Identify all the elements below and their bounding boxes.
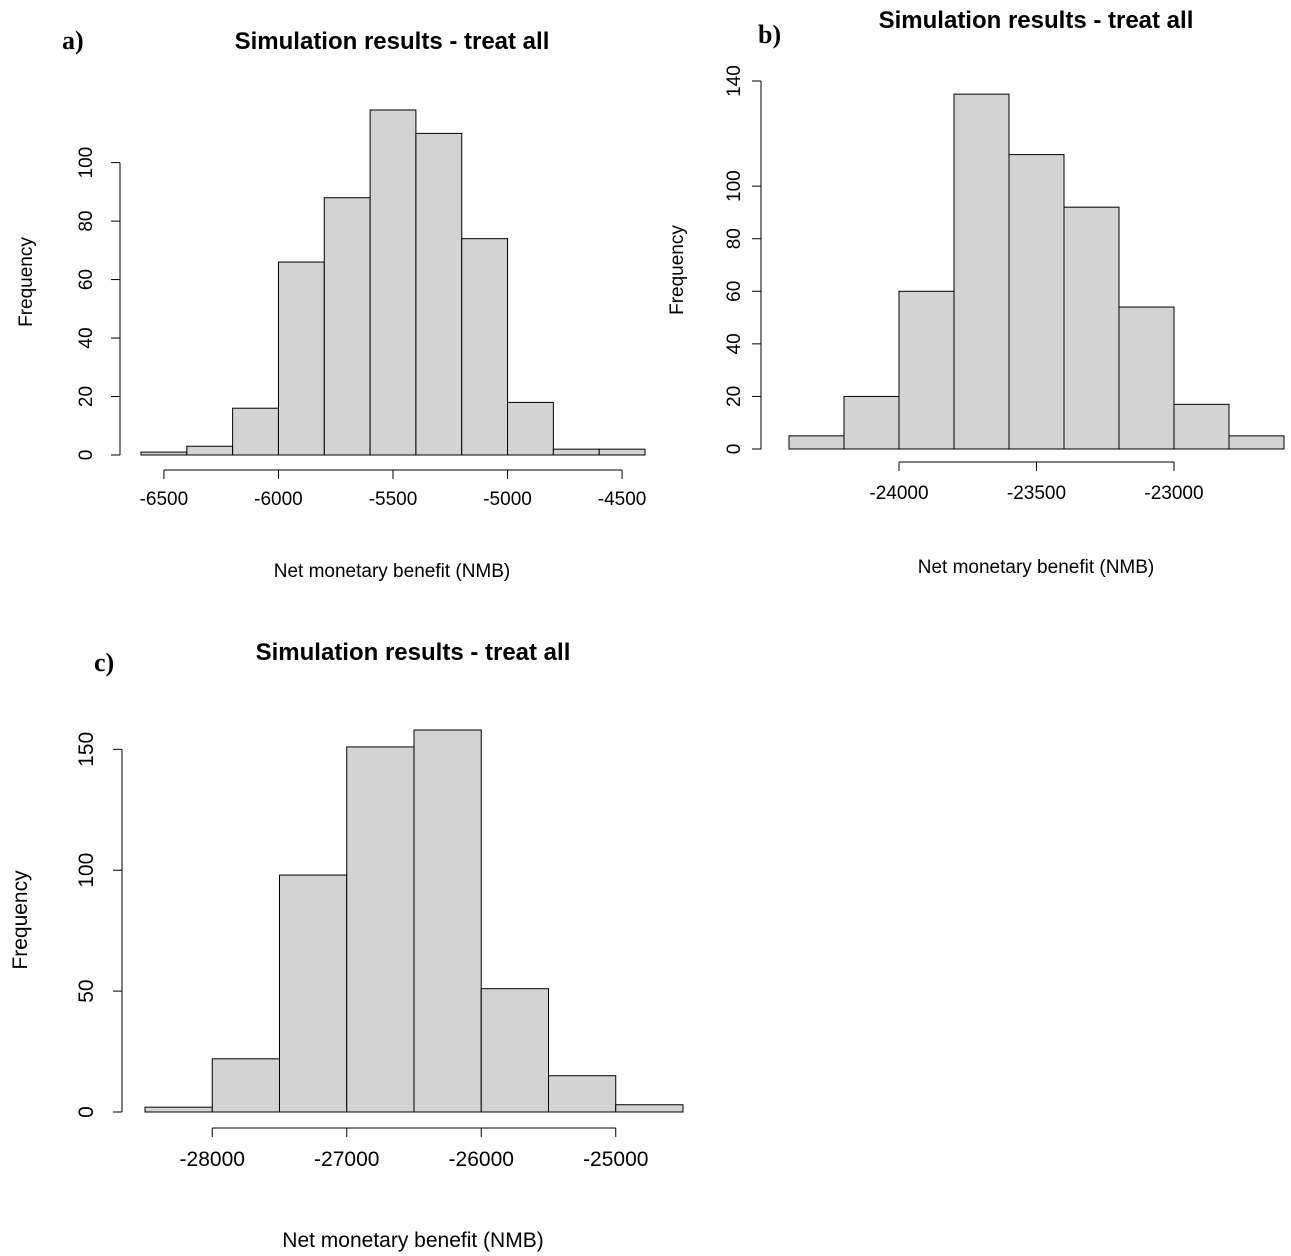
histogram-bar-c-0 [144, 1106, 213, 1113]
histogram-bar-c-2 [279, 874, 348, 1113]
histogram-bar-c-3 [346, 746, 415, 1113]
y-tick-label-a-0: 0 [76, 450, 97, 461]
y-tick-label-c-0: 0 [75, 1106, 98, 1118]
y-tick-label-b-3: 60 [724, 281, 745, 302]
histogram-bar-b-1 [843, 395, 900, 450]
histogram-bar-c-1 [211, 1058, 280, 1113]
chart-b-bars [788, 93, 1285, 450]
x-tick-label-a-3: -5000 [483, 489, 532, 510]
panel-label-c: c) [94, 648, 115, 677]
y-tick-label-a-4: 80 [76, 211, 97, 232]
histogram-bar-c-6 [548, 1075, 617, 1113]
histogram-bar-a-8 [507, 401, 554, 456]
chart-a-bars [140, 109, 646, 456]
chart-c-title: Simulation results - treat all [256, 639, 571, 666]
y-tick-label-c-2: 100 [75, 853, 98, 888]
chart-b-title: Simulation results - treat all [879, 7, 1194, 34]
chart-c-x-axis: -28000 -27000 -26000 -25000 [180, 1127, 648, 1171]
y-tick-label-a-1: 20 [76, 386, 97, 407]
histogram-bar-b-4 [1008, 154, 1065, 450]
histogram-bar-c-7 [615, 1104, 684, 1113]
histogram-chart-b: Simulation results - treat all 0 20 40 60 80… [667, 7, 1285, 578]
y-tick-label-b-6: 140 [724, 65, 745, 97]
y-tick-label-b-1: 20 [724, 386, 745, 407]
y-tick-label-c-3: 150 [75, 732, 98, 767]
y-tick-label-c-1: 50 [75, 979, 98, 1002]
chart-b-x-axis: -24000 -23500 -23000 [869, 461, 1204, 504]
x-tick-label-b-1: -23500 [1007, 483, 1066, 504]
y-tick-label-b-2: 40 [724, 333, 745, 354]
x-tick-label-a-2: -5500 [369, 489, 418, 510]
chart-b-y-axis: 0 20 40 60 80 100 140 [724, 65, 762, 455]
panel-label-b: b) [758, 20, 782, 49]
histogram-bar-a-4 [323, 197, 371, 456]
chart-c-x-label: Net monetary benefit (NMB) [282, 1229, 543, 1252]
x-tick-label-a-4: -4500 [598, 489, 647, 510]
histogram-bar-a-2 [232, 407, 279, 456]
histogram-bar-c-4 [413, 729, 482, 1113]
y-tick-label-b-4: 80 [724, 228, 745, 249]
histogram-bar-a-10 [598, 448, 646, 456]
chart-a-x-axis: -6500 -6000 -5500 -5000 -4500 [140, 469, 647, 510]
histogram-bar-b-7 [1173, 403, 1230, 450]
y-tick-label-a-5: 100 [76, 147, 97, 179]
histogram-bar-b-8 [1228, 435, 1285, 450]
histogram-bar-b-2 [898, 290, 955, 450]
y-tick-label-a-2: 40 [76, 327, 97, 348]
x-tick-label-c-2: -26000 [449, 1148, 514, 1171]
chart-c-bars [144, 729, 684, 1113]
histogram-bar-b-6 [1118, 306, 1175, 450]
panel-label-a: a) [62, 26, 84, 55]
histogram-bar-a-5 [369, 109, 417, 456]
histogram-bar-a-6 [415, 132, 463, 456]
chart-a-y-axis: 0 20 40 60 80 100 [76, 147, 121, 461]
chart-a-y-label: Frequency [16, 237, 37, 327]
chart-b-y-label: Frequency [667, 225, 688, 315]
histogram-bar-c-5 [480, 988, 549, 1113]
x-tick-label-c-1: -27000 [314, 1148, 379, 1171]
chart-a-x-label: Net monetary benefit (NMB) [274, 561, 511, 582]
histogram-bar-a-9 [552, 448, 600, 456]
histogram-bar-a-3 [277, 261, 325, 456]
histogram-chart-c: Simulation results - treat all 0 50 100 150… [9, 639, 684, 1252]
chart-c-y-axis: 0 50 100 150 [75, 732, 123, 1118]
histogram-bar-b-5 [1063, 206, 1120, 450]
x-tick-label-a-0: -6500 [140, 489, 189, 510]
histogram-bar-a-1 [186, 445, 234, 456]
chart-c-y-label: Frequency [9, 870, 32, 970]
chart-b-x-label: Net monetary benefit (NMB) [918, 557, 1155, 578]
histogram-bar-b-3 [953, 93, 1010, 450]
y-tick-label-b-5: 100 [724, 170, 745, 202]
x-tick-label-a-1: -6000 [254, 489, 303, 510]
x-tick-label-b-2: -23000 [1144, 483, 1203, 504]
histogram-chart-a: Simulation results - treat all 0 20 40 60 80… [16, 28, 647, 582]
histogram-bar-a-0 [140, 451, 188, 456]
chart-a-title: Simulation results - treat all [235, 28, 550, 55]
y-tick-label-b-0: 0 [724, 444, 745, 455]
x-tick-label-c-3: -25000 [583, 1148, 648, 1171]
y-tick-label-a-3: 60 [76, 269, 97, 290]
histogram-bar-a-7 [461, 238, 509, 456]
x-tick-label-c-0: -28000 [180, 1148, 245, 1171]
x-tick-label-b-0: -24000 [869, 483, 928, 504]
histogram-bar-b-0 [788, 435, 845, 450]
